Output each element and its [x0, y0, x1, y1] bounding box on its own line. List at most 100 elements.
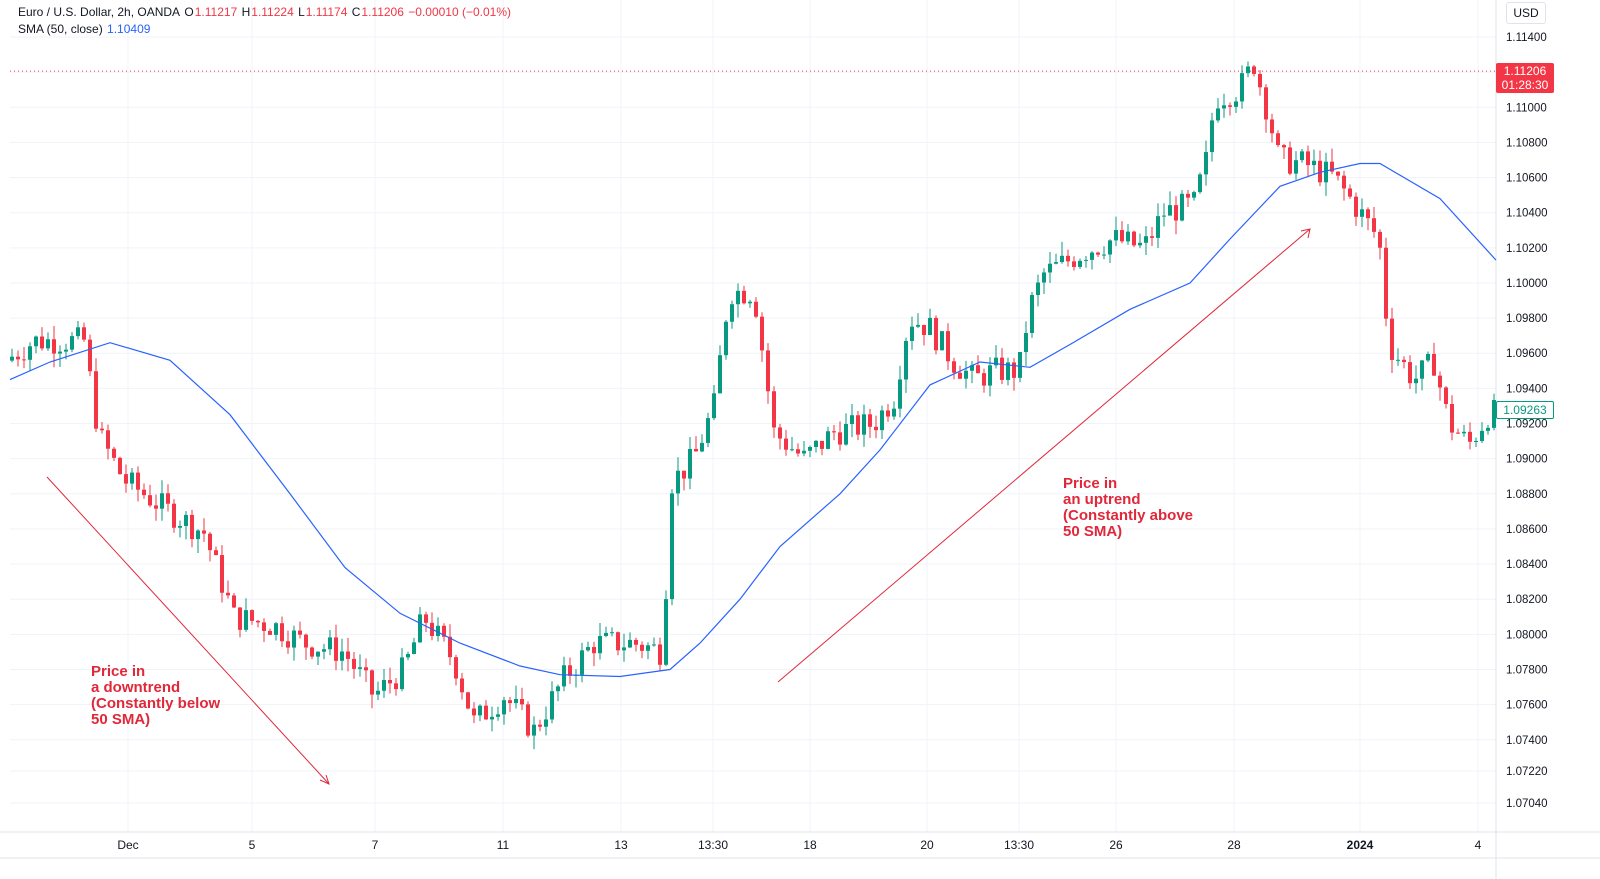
symbol-title[interactable]: Euro / U.S. Dollar, 2h, OANDA: [18, 5, 181, 19]
candle-down: [286, 641, 290, 648]
candle-up: [76, 327, 80, 337]
candle-up: [1156, 216, 1160, 238]
candle-up: [1312, 160, 1316, 166]
candle-down: [1432, 353, 1436, 376]
candle-down: [640, 644, 644, 651]
candle-down: [1258, 73, 1262, 88]
candle-down: [154, 505, 158, 509]
candle-down: [1330, 161, 1334, 172]
candle-up: [1462, 431, 1466, 434]
candle-down: [1150, 236, 1154, 238]
candle-up: [1414, 378, 1418, 384]
candle-up: [646, 645, 650, 651]
candle-up: [1420, 360, 1424, 379]
uptrend-arrowhead: [1300, 228, 1311, 239]
candle-down: [874, 426, 878, 431]
annotation-line: Price in: [91, 663, 146, 680]
candle-up: [814, 440, 818, 447]
candle-up: [1126, 231, 1130, 242]
candle-up: [436, 625, 440, 636]
candle-down: [1288, 147, 1292, 174]
candle-down: [952, 361, 956, 373]
candle-down: [82, 327, 86, 340]
y-tick-label: 1.10200: [1506, 243, 1548, 255]
candle-down: [1174, 205, 1178, 221]
candle-down: [1000, 357, 1004, 380]
candle-up: [1144, 236, 1148, 243]
y-tick-label: 1.07600: [1506, 700, 1548, 712]
y-tick-label: 1.11000: [1506, 102, 1547, 114]
candle-up: [532, 724, 536, 736]
candle-down: [1348, 188, 1352, 197]
candle-down: [1270, 119, 1274, 134]
candle-down: [124, 474, 128, 484]
candle-down: [1456, 432, 1460, 434]
candle-up: [676, 470, 680, 494]
candle-up: [64, 349, 68, 352]
candle-down: [454, 657, 458, 679]
candle-up: [664, 599, 668, 665]
candle-up: [1162, 215, 1166, 217]
candle-down: [310, 647, 314, 657]
candle-down: [1072, 261, 1076, 267]
candle-down: [982, 373, 986, 386]
candle-up: [1294, 160, 1298, 174]
candle-up: [34, 336, 38, 347]
candle-up: [844, 424, 848, 445]
y-tick-label: 1.08800: [1506, 489, 1548, 501]
candle-up: [850, 415, 854, 425]
candle-up: [1240, 73, 1244, 102]
candle-down: [1318, 160, 1322, 183]
y-tick-label: 1.10400: [1506, 208, 1548, 220]
candle-down: [1252, 66, 1256, 74]
candle-down: [220, 555, 224, 593]
candle-down: [202, 530, 206, 534]
candle-up: [826, 431, 830, 449]
candle-up: [892, 408, 896, 417]
currency-button[interactable]: USD: [1506, 2, 1546, 24]
annotation-line: (Constantly above: [1063, 507, 1194, 524]
candle-up: [1486, 427, 1490, 431]
candle-down: [1468, 431, 1472, 442]
candle-up: [178, 525, 182, 528]
candle-up: [880, 410, 884, 431]
y-tick-label: 1.09000: [1506, 454, 1548, 466]
candle-up: [1210, 120, 1214, 153]
candle-down: [1066, 255, 1070, 262]
candle-down: [976, 365, 980, 374]
candle-down: [856, 415, 860, 435]
candle-up: [1474, 440, 1478, 442]
candle-down: [958, 372, 962, 379]
x-tick-label: 13:30: [1004, 838, 1034, 852]
candle-down: [394, 683, 398, 690]
candle-down: [922, 324, 926, 335]
x-tick-label: 18: [803, 838, 817, 852]
candle-up: [1048, 263, 1052, 273]
candle-down: [226, 592, 230, 596]
candle-down: [1408, 362, 1412, 384]
candle-down: [868, 414, 872, 427]
y-tick-label: 1.07400: [1506, 735, 1548, 747]
y-tick-label: 1.07220: [1506, 766, 1548, 778]
candle-up: [478, 705, 482, 716]
candle-up: [580, 650, 584, 675]
candle-up: [718, 355, 722, 394]
candle-up: [274, 623, 278, 635]
candle-down: [832, 431, 836, 433]
candle-up: [1060, 255, 1064, 263]
candle-up: [1324, 161, 1328, 183]
candle-down: [472, 708, 476, 716]
candle-up: [1492, 400, 1496, 428]
sma-label[interactable]: SMA (50, close): [18, 22, 103, 36]
candle-down: [1012, 362, 1016, 378]
candle-up: [916, 324, 920, 327]
candle-up: [1030, 294, 1034, 333]
candle-down: [526, 704, 530, 736]
candle-down: [250, 610, 254, 621]
candle-up: [988, 365, 992, 386]
candle-up: [1204, 152, 1208, 175]
candle-up: [382, 680, 386, 691]
candle-down: [1336, 171, 1340, 176]
